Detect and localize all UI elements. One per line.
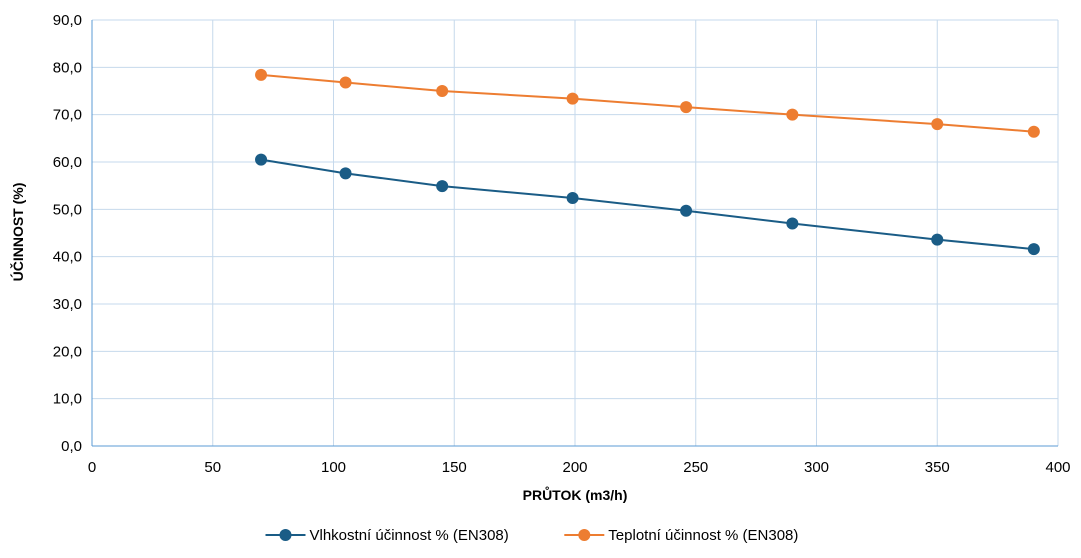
data-point-series-2 (1027, 125, 1040, 138)
x-tick-label: 50 (204, 459, 221, 476)
x-tick-label: 350 (925, 459, 950, 476)
grid-layer (92, 19, 1059, 446)
y-axis-title: ÚČINNOST (%) (9, 183, 26, 282)
y-tick-label: 80,0 (53, 59, 82, 76)
x-tick-label: 150 (442, 459, 467, 476)
data-point-series-1 (680, 204, 693, 217)
axis-layer (91, 20, 1058, 447)
y-tick-label: 20,0 (53, 343, 82, 360)
x-tick-label: 300 (804, 459, 829, 476)
data-point-series-1 (436, 180, 449, 193)
data-point-series-1 (931, 233, 944, 246)
x-tick-label: 250 (683, 459, 708, 476)
y-tick-label: 90,0 (53, 12, 82, 29)
data-point-series-1 (1027, 243, 1040, 256)
x-tick-label: 200 (562, 459, 587, 476)
data-point-series-1 (786, 217, 799, 230)
data-point-series-2 (566, 92, 579, 105)
series-layer (255, 68, 1040, 256)
data-point-series-2 (339, 76, 352, 89)
legend-item-1: Vlhkostní účinnost % (EN308) (265, 527, 509, 544)
data-point-series-1 (255, 153, 268, 166)
y-tick-label: 10,0 (53, 391, 82, 408)
x-axis-title: PRŮTOK (m3/h) (523, 485, 628, 503)
legend-label-1: Vlhkostní účinnost % (EN308) (310, 527, 509, 544)
data-point-series-1 (566, 191, 579, 204)
data-point-series-2 (786, 108, 799, 121)
y-tick-label: 60,0 (53, 154, 82, 171)
legend-marker-1 (279, 529, 292, 541)
legend: Vlhkostní účinnost % (EN308) Teplotní úči… (265, 527, 798, 544)
y-tick-label: 0,0 (61, 438, 82, 455)
data-point-series-1 (339, 167, 352, 180)
data-point-series-2 (255, 68, 268, 81)
legend-marker-2 (578, 529, 591, 541)
legend-item-2: Teplotní účinnost % (EN308) (564, 527, 798, 544)
data-point-series-2 (931, 118, 944, 131)
data-point-series-2 (436, 85, 449, 97)
x-tick-label: 0 (88, 459, 96, 476)
label-layer: 0,0 10,0 20,0 30,0 40,0 50,0 60,0 70,0 80,0 90,0 0… (53, 12, 1071, 476)
y-tick-label: 40,0 (53, 249, 82, 266)
y-tick-label: 70,0 (53, 107, 82, 124)
x-tick-label: 100 (321, 459, 346, 476)
data-point-series-2 (680, 101, 693, 114)
series-line-1 (260, 158, 1034, 251)
legend-label-2: Teplotní účinnost % (EN308) (608, 527, 798, 544)
y-tick-label: 50,0 (53, 201, 82, 218)
x-tick-label: 400 (1045, 459, 1070, 476)
y-tick-label: 30,0 (53, 296, 82, 313)
series-line-2 (260, 73, 1034, 133)
